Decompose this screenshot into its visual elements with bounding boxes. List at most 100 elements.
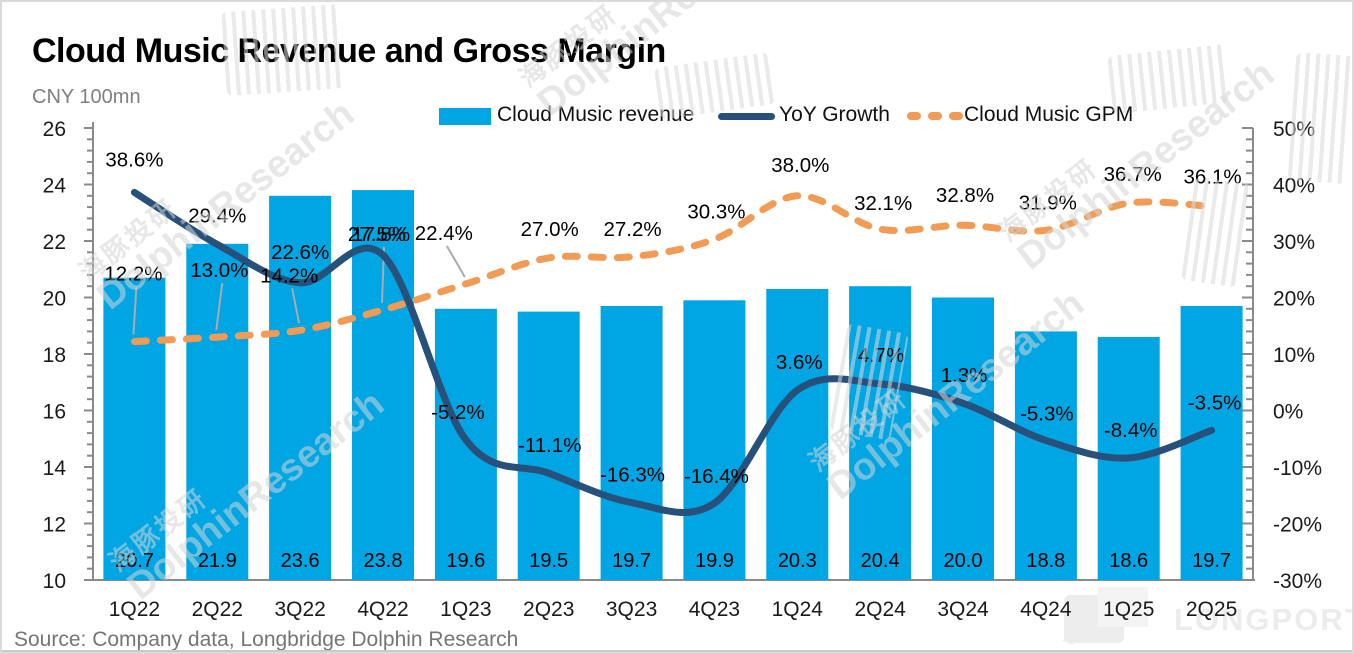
x-axis-category-label: 1Q24 — [772, 598, 824, 621]
legend-gpm-swatch — [907, 112, 963, 120]
gpm-data-label: 32.1% — [854, 192, 912, 215]
x-axis-category-label: 2Q22 — [192, 598, 243, 621]
gpm-data-label: 17.8% — [352, 223, 410, 246]
gpm-data-label: 27.2% — [604, 218, 662, 241]
x-axis-category-label: 1Q23 — [440, 598, 491, 621]
yoy-line — [130, 188, 1216, 517]
bar-value-label: 18.6 — [1109, 550, 1148, 572]
x-axis-category-label: 3Q22 — [274, 598, 325, 621]
left-axis-tick-label: 16 — [43, 401, 66, 424]
longport-watermark-text: LONGPORT — [1174, 602, 1354, 637]
bar-value-label: 20.7 — [115, 550, 154, 572]
gpm-data-label: 12.2% — [104, 263, 162, 286]
bar-3Q23 — [600, 306, 663, 580]
bottom-divider — [2, 650, 1352, 652]
yoy-data-label: 1.3% — [941, 364, 988, 387]
bar-value-label: 19.7 — [1192, 550, 1231, 572]
yoy-data-label: -5.2% — [431, 401, 485, 424]
right-axis-tick-label: -30% — [1273, 570, 1322, 593]
bar-2Q22 — [186, 243, 249, 581]
yoy-data-label: -5.3% — [1020, 402, 1074, 425]
x-axis-category-label: 4Q24 — [1020, 598, 1072, 621]
yoy-data-label: 3.6% — [776, 351, 823, 374]
x-axis-category-label: 1Q22 — [109, 598, 160, 621]
x-axis-category-label: 2Q23 — [523, 598, 574, 621]
page-title: Cloud Music Revenue and Gross Margin — [32, 32, 666, 70]
x-axis-category-label: 2Q24 — [854, 598, 906, 621]
legend-yoy-label: YoY Growth — [779, 103, 890, 126]
bar-value-label: 19.9 — [695, 550, 734, 572]
left-axis-tick-label: 14 — [43, 457, 67, 480]
left-axis-tick-label: 26 — [43, 118, 66, 141]
x-axis-category-label: 4Q22 — [357, 598, 408, 621]
left-axis-tick-label: 22 — [43, 231, 66, 254]
longport-logo-icon — [1098, 587, 1148, 627]
gpm-data-label: 38.0% — [771, 154, 829, 177]
bar-value-label: 20.3 — [778, 550, 817, 572]
label-leader-line — [215, 282, 224, 331]
x-axis-category-label: 2Q25 — [1186, 598, 1237, 621]
x-axis-category-label: 3Q24 — [937, 598, 989, 621]
right-axis-tick-label: 0% — [1273, 401, 1303, 424]
yoy-data-label: 38.6% — [105, 148, 163, 171]
axis-unit-label: CNY 100mn — [32, 86, 141, 108]
x-axis-category-label: 1Q25 — [1103, 598, 1154, 621]
yoy-data-label: 27.5% — [348, 223, 406, 246]
x-axis-category-label: 4Q23 — [689, 598, 740, 621]
gpm-data-label: 36.1% — [1184, 166, 1242, 189]
gpm-line — [130, 192, 1216, 346]
bar-value-label: 18.8 — [1026, 550, 1065, 572]
bar-4Q24 — [1014, 331, 1077, 580]
bar-value-label: 19.7 — [612, 550, 651, 572]
bar-2Q24 — [849, 286, 912, 580]
yoy-data-label: -16.3% — [600, 464, 665, 487]
bar-value-label: 19.5 — [529, 550, 568, 572]
right-axis-tick-label: -20% — [1273, 514, 1322, 537]
source-note: Source: Company data, Longbridge Dolphin… — [14, 628, 519, 651]
yoy-data-label: -16.4% — [684, 465, 749, 488]
right-axis-tick-label: -10% — [1273, 457, 1322, 480]
label-leader-line — [132, 286, 138, 335]
bar-value-label: 23.6 — [281, 550, 320, 572]
bar-value-label: 19.6 — [446, 550, 485, 572]
legend-revenue-swatch — [439, 108, 491, 125]
bar-value-label: 23.8 — [364, 550, 403, 572]
gpm-data-label: 27.0% — [521, 218, 579, 241]
bar-value-label: 20.4 — [861, 550, 900, 572]
right-axis-tick-label: 20% — [1273, 288, 1315, 311]
bar-value-label: 21.9 — [198, 550, 237, 572]
right-axis-tick-label: 50% — [1273, 118, 1315, 141]
bar-2Q23 — [517, 311, 580, 580]
label-leader-line — [291, 288, 301, 324]
bar-4Q23 — [683, 300, 746, 580]
bar-1Q24 — [766, 289, 829, 580]
legend-gpm-label: Cloud Music GPM — [964, 103, 1134, 126]
yoy-data-label: 22.6% — [271, 241, 329, 264]
left-axis-tick-label: 10 — [43, 570, 66, 593]
yoy-data-label: -11.1% — [518, 434, 581, 457]
gpm-data-label: 31.9% — [1019, 191, 1077, 214]
left-axis-tick-label: 12 — [43, 514, 66, 537]
right-axis-tick-label: 40% — [1273, 175, 1315, 198]
gpm-data-label: 30.3% — [687, 200, 745, 223]
legend-revenue-label: Cloud Music revenue — [497, 103, 695, 126]
gpm-data-label: 13.0% — [190, 259, 248, 282]
gpm-data-label: 32.8% — [936, 184, 994, 207]
yoy-data-label: 29.4% — [188, 204, 246, 227]
bar-value-label: 20.0 — [944, 550, 983, 572]
right-axis-tick-label: 10% — [1273, 344, 1315, 367]
yoy-data-label: -3.5% — [1188, 391, 1242, 414]
right-axis-tick-label: 30% — [1273, 231, 1315, 254]
yoy-data-label: 4.7% — [858, 344, 905, 367]
bar-2Q25 — [1180, 306, 1243, 580]
yoy-data-label: -8.4% — [1104, 419, 1158, 442]
gpm-data-label: 36.7% — [1104, 163, 1162, 186]
left-axis-tick-label: 20 — [43, 288, 66, 311]
label-leader-line — [445, 245, 466, 278]
gpm-data-label: 22.4% — [415, 222, 473, 245]
gpm-data-label: 14.2% — [260, 264, 318, 287]
bar-3Q22 — [269, 195, 332, 581]
bar-3Q24 — [932, 297, 994, 580]
